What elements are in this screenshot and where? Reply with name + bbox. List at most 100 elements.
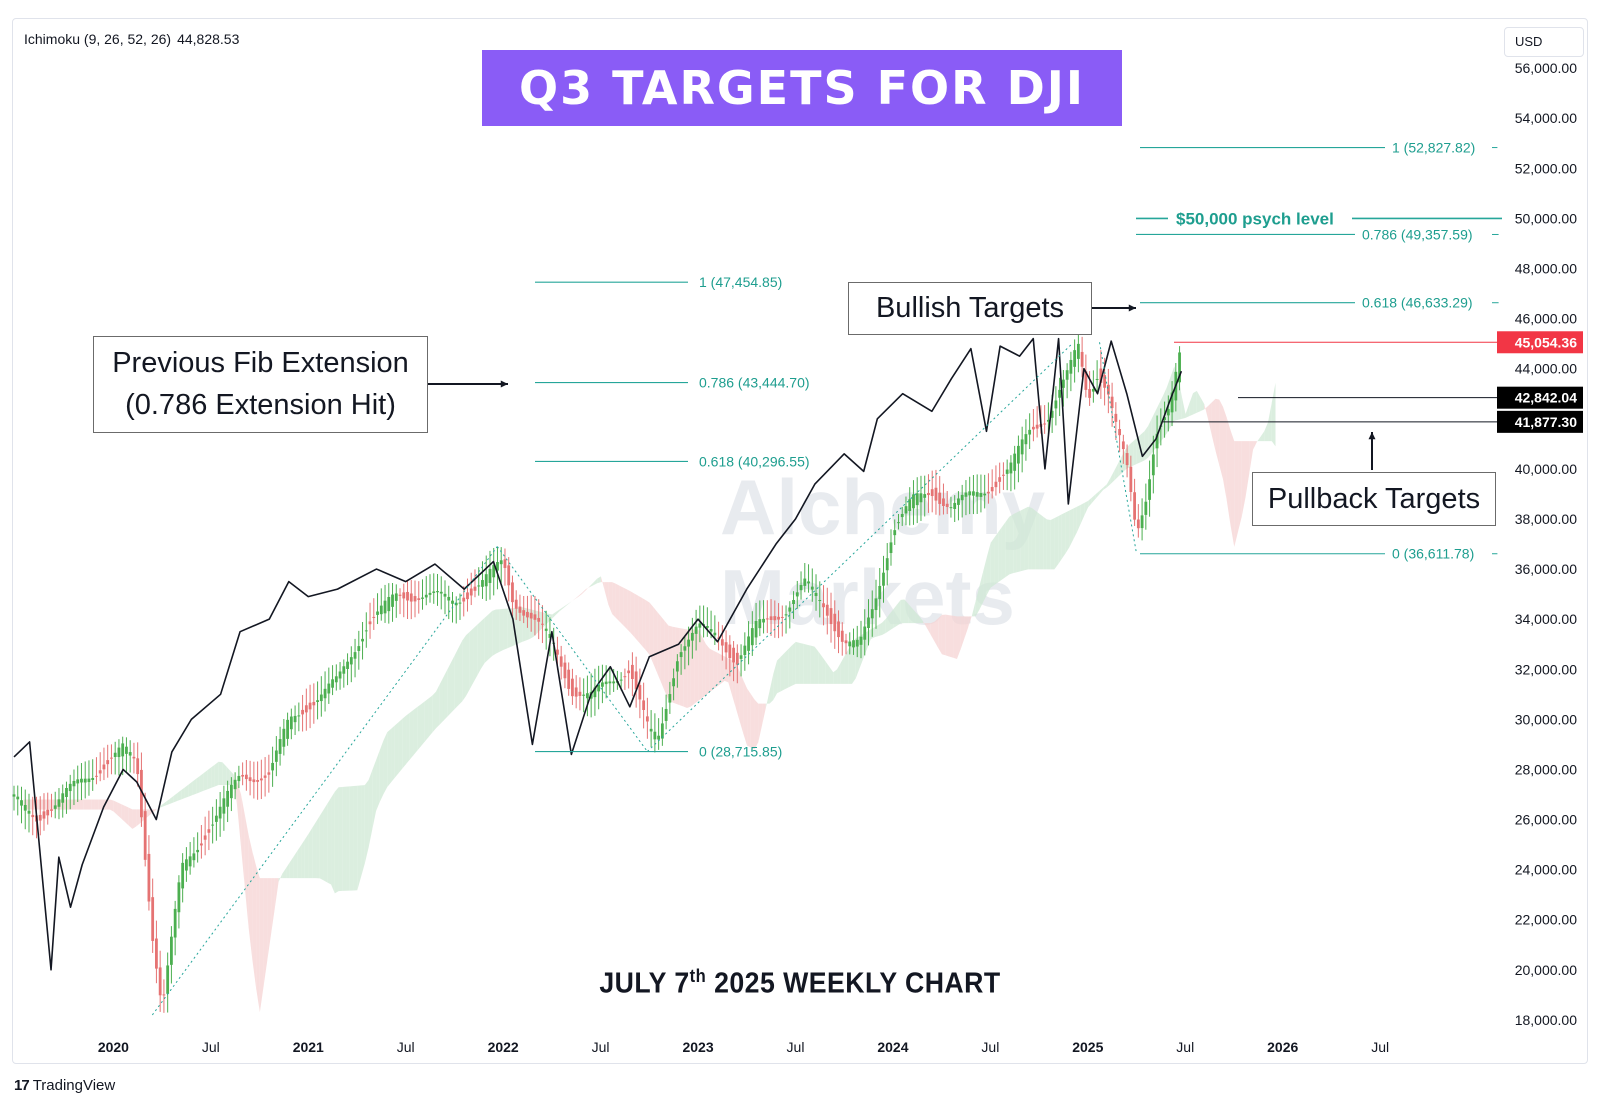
ichimoku-cloud-segment (109, 799, 114, 812)
candle-body (814, 592, 818, 597)
candle-body (406, 591, 409, 601)
candle-body (398, 594, 402, 596)
ichimoku-cloud-segment (342, 786, 347, 891)
fib-connector-line (647, 343, 1073, 752)
indicator-value: 44,828.53 (177, 31, 240, 47)
candle-body (713, 632, 717, 636)
y-axis-tick-label: 30,000.00 (1515, 711, 1577, 727)
candle-body (1054, 400, 1058, 409)
candle-body (1106, 384, 1110, 395)
candle-body (563, 662, 567, 679)
ichimoku-cloud-segment (263, 878, 268, 987)
ichimoku-cloud-segment (653, 607, 658, 673)
candle-body (942, 498, 945, 507)
ichimoku-cloud-segment (1234, 441, 1239, 547)
fib-level-label: 0 (28,715.85) (699, 744, 782, 760)
candle-body (1028, 429, 1032, 435)
x-axis-tick-label: 2022 (488, 1039, 519, 1055)
candle-body (732, 647, 735, 663)
candle-body (777, 616, 780, 620)
candle-body (653, 731, 657, 740)
fib-level-label: 0.618 (40,296.55) (699, 453, 810, 469)
fib-level-label: 1 (47,454.85) (699, 274, 782, 290)
ichimoku-cloud-segment (1253, 441, 1257, 450)
ichimoku-cloud-segment (941, 614, 946, 656)
ichimoku-cloud-segment (889, 609, 894, 631)
ichimoku-cloud-segment (1181, 396, 1186, 419)
ichimoku-cloud-segment (833, 669, 838, 684)
candle-body (147, 853, 151, 902)
candle-body (42, 811, 46, 819)
ichimoku-cloud-segment (1144, 425, 1149, 461)
candle-body (192, 853, 196, 861)
previous-fib-arrow-head (500, 380, 508, 388)
ichimoku-cloud-segment (447, 662, 451, 717)
candle-body (1121, 441, 1125, 450)
title-banner: Q3 TARGETS FOR DJI (482, 50, 1122, 126)
ichimoku-cloud-segment (1058, 514, 1062, 565)
ichimoku-cloud-segment (1114, 463, 1119, 481)
ichimoku-cloud-segment (338, 786, 343, 892)
currency-selector[interactable]: USD (1504, 27, 1584, 57)
candle-body (1020, 439, 1024, 455)
y-axis-tick-label: 54,000.00 (1515, 110, 1577, 126)
x-axis-tick-label: 2021 (293, 1039, 324, 1055)
candle-body (1035, 424, 1039, 429)
candle-body (548, 634, 552, 638)
ichimoku-cloud-segment (795, 641, 800, 684)
ichimoku-cloud-segment (750, 694, 755, 750)
candle-body (840, 630, 844, 642)
ichimoku-cloud-segment (615, 583, 620, 622)
indicator-legend[interactable]: Ichimoku (9, 26, 52, 26) 44,828.53 (24, 31, 239, 47)
candle-body (499, 560, 503, 565)
x-axis-tick-label: Jul (981, 1039, 999, 1055)
ichimoku-cloud-segment (1215, 398, 1220, 466)
candle-body (222, 798, 226, 814)
ichimoku-cloud-segment (499, 608, 504, 652)
ichimoku-cloud-segment (436, 684, 440, 729)
candle-body (780, 616, 784, 618)
ichimoku-cloud-segment (428, 695, 433, 738)
ichimoku-cloud-segment (638, 595, 643, 646)
candle-body (1076, 343, 1080, 359)
ichimoku-cloud-segment (394, 722, 399, 778)
x-axis-tick-label: Jul (202, 1039, 220, 1055)
ichimoku-cloud-segment (1024, 506, 1029, 571)
ichimoku-cloud-segment (567, 601, 571, 606)
ichimoku-cloud-segment (274, 878, 279, 908)
candle-body (327, 683, 331, 694)
tradingview-brand[interactable]: 17 TradingView (14, 1077, 115, 1094)
candle-body (878, 585, 882, 600)
candle-body (286, 719, 289, 739)
ichimoku-cloud-segment (994, 532, 999, 585)
candle-body (102, 764, 106, 770)
ichimoku-cloud-segment (495, 609, 500, 654)
candle-body (960, 494, 964, 501)
ichimoku-cloud-segment (1039, 513, 1044, 570)
candle-body (394, 593, 398, 601)
candle-body (203, 835, 207, 840)
candle-body (1095, 378, 1099, 380)
candle-body (657, 735, 661, 740)
candle-body (76, 779, 80, 784)
ichimoku-cloud-segment (1264, 422, 1269, 442)
ichimoku-cloud-segment (462, 635, 466, 702)
fib-level-label: 0.786 (43,444.70) (699, 375, 810, 391)
candle-body (259, 778, 263, 781)
ichimoku-cloud-segment (694, 629, 699, 704)
ichimoku-cloud-segment (480, 617, 485, 669)
candle-body (874, 598, 878, 611)
ichimoku-cloud-segment (1249, 441, 1254, 474)
candle-body (199, 843, 203, 846)
candle-body (316, 700, 319, 702)
candle-body (927, 492, 930, 496)
candle-body (409, 593, 413, 602)
ichimoku-cloud-segment (900, 599, 905, 624)
candle-body (421, 597, 424, 599)
candle-body (188, 856, 192, 867)
ichimoku-cloud-segment (1118, 456, 1122, 477)
candle-body (964, 492, 968, 497)
candle-body (323, 688, 327, 699)
ichimoku-cloud-segment (147, 809, 152, 818)
